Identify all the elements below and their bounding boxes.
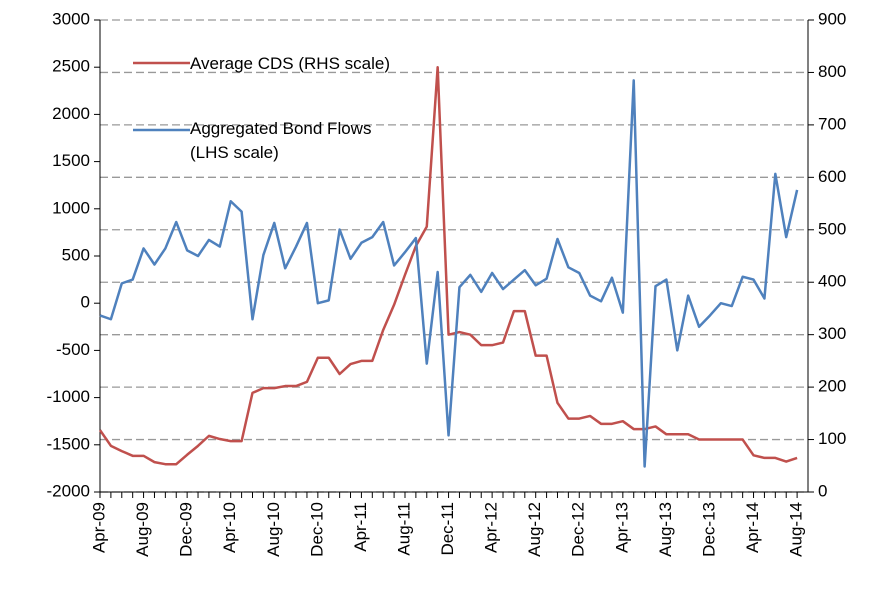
y2-tick-label: 600 [818, 167, 846, 186]
series-line [98, 65, 798, 466]
x-tick-label: Apr-13 [612, 502, 631, 553]
x-tick-label: Aug-11 [394, 502, 413, 556]
y-tick-label: 500 [62, 245, 90, 264]
x-tick-label: Dec-12 [569, 502, 588, 557]
y2-tick-label: 800 [818, 62, 846, 81]
y2-tick-label: 200 [818, 377, 846, 396]
series-line [99, 79, 799, 468]
y-tick-label: 2000 [52, 104, 90, 123]
y-tick-label: -1000 [47, 387, 90, 406]
x-tick-label: Apr-12 [482, 502, 501, 553]
x-tick-label: Dec-09 [177, 502, 196, 557]
y-tick-label: 1500 [52, 151, 90, 170]
x-tick-label: Apr-10 [220, 502, 239, 553]
x-tick-label: Dec-13 [699, 502, 718, 557]
y2-tick-label: 300 [818, 324, 846, 343]
x-tick-label: Dec-11 [438, 502, 457, 556]
y-tick-label: -2000 [47, 481, 90, 500]
y-tick-label: -1500 [47, 434, 90, 453]
y2-tick-label: 500 [818, 219, 846, 238]
y2-tick-label: 700 [818, 114, 846, 133]
x-tick-label: Apr-14 [743, 502, 762, 553]
legend-label: Aggregated Bond Flows (LHS scale) [190, 119, 372, 162]
x-tick-label: Aug-13 [656, 502, 675, 557]
y-tick-label: 1000 [52, 198, 90, 217]
y-tick-label: 2500 [52, 57, 90, 76]
x-tick-label: Aug-14 [787, 502, 806, 557]
y-tick-label: 0 [81, 293, 90, 312]
x-tick-label: Aug-12 [525, 502, 544, 557]
y2-tick-label: 400 [818, 272, 846, 291]
x-tick-label: Apr-11 [351, 502, 370, 552]
x-tick-label: Apr-09 [89, 502, 108, 553]
legend-label: Average CDS (RHS scale) [190, 54, 390, 73]
y2-tick-label: 900 [818, 9, 846, 28]
x-tick-label: Aug-09 [133, 502, 152, 557]
x-tick-label: Dec-10 [307, 502, 326, 557]
y2-tick-label: 0 [818, 481, 827, 500]
y-tick-label: 3000 [52, 9, 90, 28]
x-tick-label: Aug-10 [264, 502, 283, 557]
y-tick-label: -500 [56, 340, 90, 359]
y2-tick-label: 100 [818, 429, 846, 448]
